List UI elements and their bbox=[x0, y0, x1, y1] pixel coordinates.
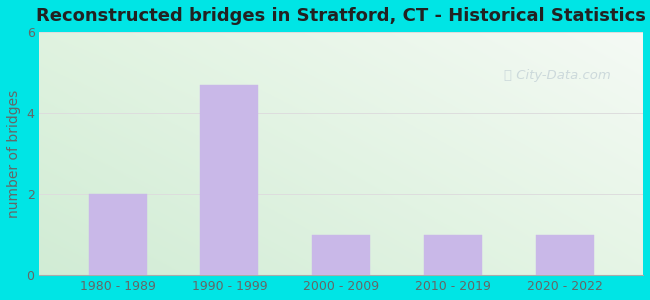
Title: Reconstructed bridges in Stratford, CT - Historical Statistics: Reconstructed bridges in Stratford, CT -… bbox=[36, 7, 646, 25]
Bar bbox=[312, 235, 370, 275]
Bar bbox=[536, 235, 594, 275]
Bar bbox=[424, 235, 482, 275]
Text: ⓘ City-Data.com: ⓘ City-Data.com bbox=[504, 69, 611, 82]
Y-axis label: number of bridges: number of bridges bbox=[7, 89, 21, 218]
Bar bbox=[88, 194, 147, 275]
Bar bbox=[200, 85, 259, 275]
